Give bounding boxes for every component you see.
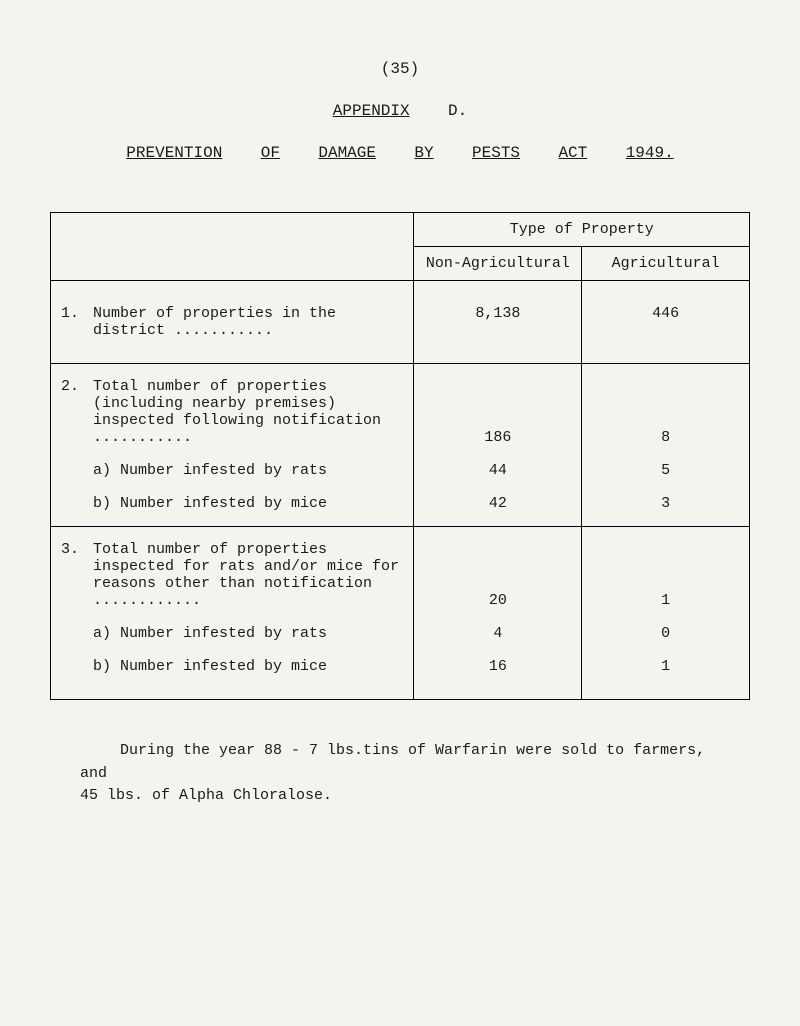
data-table: Type of Property Non-Agricultural Agricu… [50,212,750,700]
appendix-label: APPENDIX [333,102,410,120]
appendix-heading: APPENDIX D. [50,102,750,120]
row-3-number: 3. [61,541,93,558]
footnote-line-1: During the year 88 - 7 lbs.tins of Warfa… [80,742,705,782]
title-prevention: PREVENTION [126,144,222,162]
footnote-line-2: 45 lbs. of Alpha Chloralose. [80,787,332,804]
row-2a-ag: 5 [582,454,750,487]
row-3a-nonag: 4 [414,617,582,650]
title-act: ACT [558,144,587,162]
header-type-of-property: Type of Property [414,213,750,247]
row-1-ag: 446 [582,281,750,364]
row-2-nonag: 186 [414,364,582,455]
title-by: BY [414,144,433,162]
row-2b-description: b) Number infested by mice [61,495,403,512]
row-3a-description: a) Number infested by rats [61,625,403,642]
row-1-number: 1. [61,305,93,322]
page-number: (35) [50,60,750,78]
row-1-description: Number of properties in the district ...… [93,305,403,339]
row-3-nonag: 20 [414,527,582,618]
row-3b-ag: 1 [582,650,750,700]
header-agricultural: Agricultural [582,247,750,281]
footnote: During the year 88 - 7 lbs.tins of Warfa… [50,740,750,808]
row-3b-nonag: 16 [414,650,582,700]
row-2-number: 2. [61,378,93,395]
row-3-ag: 1 [582,527,750,618]
title-pests: PESTS [472,144,520,162]
row-2a-description: a) Number infested by rats [61,462,403,479]
row-3b-description: b) Number infested by mice [61,658,403,675]
appendix-letter: D. [448,102,467,120]
row-2-ag: 8 [582,364,750,455]
row-3a-ag: 0 [582,617,750,650]
row-1-nonag: 8,138 [414,281,582,364]
document-title: PREVENTION OF DAMAGE BY PESTS ACT 1949. [50,144,750,162]
row-2b-nonag: 42 [414,487,582,527]
row-3-description: Total number of properties inspected for… [93,541,403,609]
title-damage: DAMAGE [318,144,376,162]
title-of: OF [261,144,280,162]
header-non-agricultural: Non-Agricultural [414,247,582,281]
row-2-description: Total number of properties (including ne… [93,378,403,446]
row-2a-nonag: 44 [414,454,582,487]
title-year: 1949. [626,144,674,162]
row-2b-ag: 3 [582,487,750,527]
